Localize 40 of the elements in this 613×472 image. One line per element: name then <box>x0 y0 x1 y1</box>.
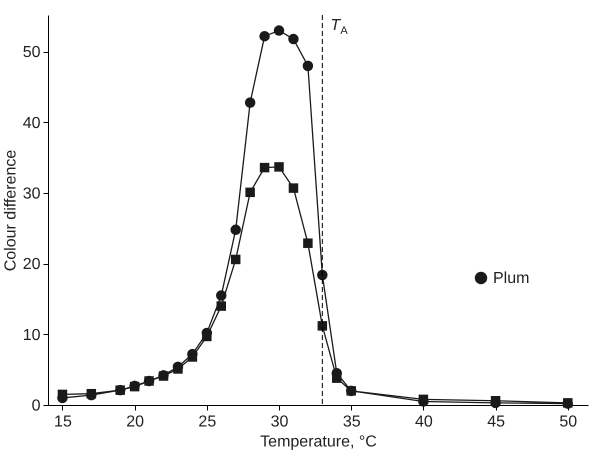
point <box>317 270 328 280</box>
point <box>490 396 500 406</box>
y-tick-label: 40 <box>22 114 41 132</box>
point <box>115 385 125 395</box>
point <box>244 97 256 108</box>
point <box>288 34 299 44</box>
x-tick-label: 30 <box>270 414 289 430</box>
x-tick-label: 20 <box>126 414 144 430</box>
point <box>260 162 270 172</box>
legend-label: Plum <box>493 270 530 287</box>
y-tick-label: 50 <box>22 44 41 62</box>
point <box>188 352 198 362</box>
y-tick-label: 20 <box>22 256 41 274</box>
x-tick-label: 40 <box>415 414 433 430</box>
point <box>418 394 428 404</box>
point <box>245 188 255 198</box>
x-tick-label: 50 <box>559 414 578 430</box>
point <box>302 60 314 72</box>
point <box>274 162 284 172</box>
x-tick-label: 15 <box>54 414 72 430</box>
point <box>259 30 270 42</box>
point <box>202 332 212 342</box>
y-axis-title: Colour difference <box>2 150 20 272</box>
point <box>216 301 226 311</box>
point <box>274 25 284 36</box>
point <box>144 376 154 386</box>
point <box>173 364 183 374</box>
x-axis-title: Temperature, °C <box>260 434 377 450</box>
point <box>318 321 328 331</box>
x-tick-label: 35 <box>342 414 361 430</box>
y-tick-label: 30 <box>22 186 41 203</box>
point <box>346 386 356 396</box>
x-tick-label: 45 <box>487 414 506 430</box>
y-tick-label: 10 <box>22 326 41 344</box>
point <box>303 238 313 248</box>
point <box>288 183 298 193</box>
x-tick-label: 25 <box>198 414 216 430</box>
y-tick-label: 0 <box>32 398 41 414</box>
point <box>230 224 241 236</box>
point <box>230 254 240 264</box>
